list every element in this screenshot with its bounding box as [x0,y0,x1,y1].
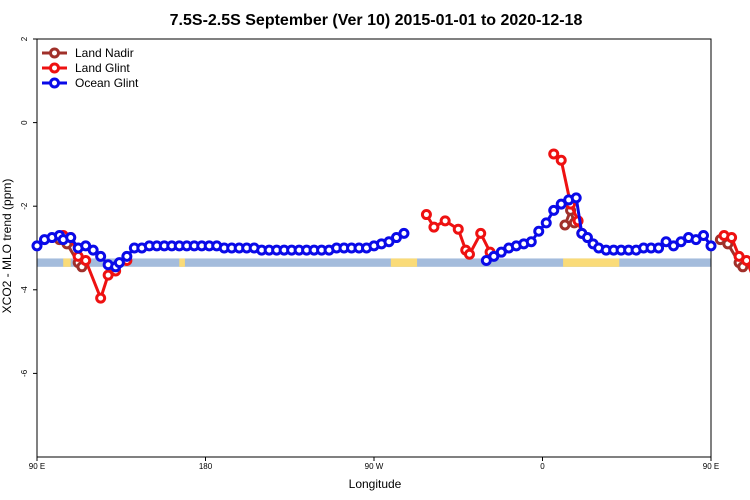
data-point [80,255,92,267]
data-point [525,236,537,248]
x-axis-label: Longitude [349,477,402,491]
legend-marker [49,62,60,74]
data-point [113,257,125,269]
data-point [570,192,582,204]
land-band-segment [63,258,71,267]
legend-label: Land Nadir [75,46,134,60]
data-point [121,250,133,262]
series-1 [57,148,750,304]
data-point [548,148,560,160]
ocean-band [37,258,711,267]
series-layer [31,148,750,304]
data-point [475,227,487,239]
data-point [559,219,571,231]
data-point [31,240,43,252]
data-point [653,242,665,254]
data-point [428,221,440,233]
data-point [548,204,560,216]
land-band-segment [563,258,620,267]
data-point [398,227,410,239]
x-tick-label: 180 [199,462,213,471]
x-tick-label: 90 W [365,462,384,471]
data-point [463,248,475,260]
series-2 [31,192,717,273]
y-tick-label: 0 [20,120,29,125]
data-point [420,209,432,221]
data-point [95,250,107,262]
legend-marker [49,77,60,89]
legend-label: Ocean Glint [75,76,139,90]
chart-title: 7.5S-2.5S September (Ver 10) 2015-01-01 … [170,12,583,29]
land-band-segment [390,258,418,267]
x-tick-label: 90 E [703,462,719,471]
x-tick-label: 0 [540,462,545,471]
y-axis: 2 0 -2 -4 -6 [20,36,37,377]
data-point [540,217,552,229]
data-point [87,244,99,256]
data-point [95,292,107,304]
x-tick-label: 90 E [29,462,45,471]
land-band-segment [179,258,185,267]
legend-label: Land Glint [75,61,130,75]
data-point [439,215,451,227]
y-tick-label: -4 [20,286,29,294]
legend-marker [49,47,60,59]
data-point [726,232,738,244]
y-tick-label: -2 [20,202,29,210]
y-axis-label: XCO2 - MLO trend (ppm) [0,179,14,314]
x-axis: 90 E 180 90 W 0 90 E [29,457,719,471]
data-point [698,229,710,241]
data-point [533,225,545,237]
y-tick-label: 2 [20,36,29,41]
data-point [555,154,567,166]
y-tick-label: -6 [20,369,29,377]
data-point [452,223,464,235]
surface-band [37,258,741,267]
data-point [705,240,717,252]
data-point [741,255,750,267]
data-point [581,232,593,244]
data-point [65,232,77,244]
